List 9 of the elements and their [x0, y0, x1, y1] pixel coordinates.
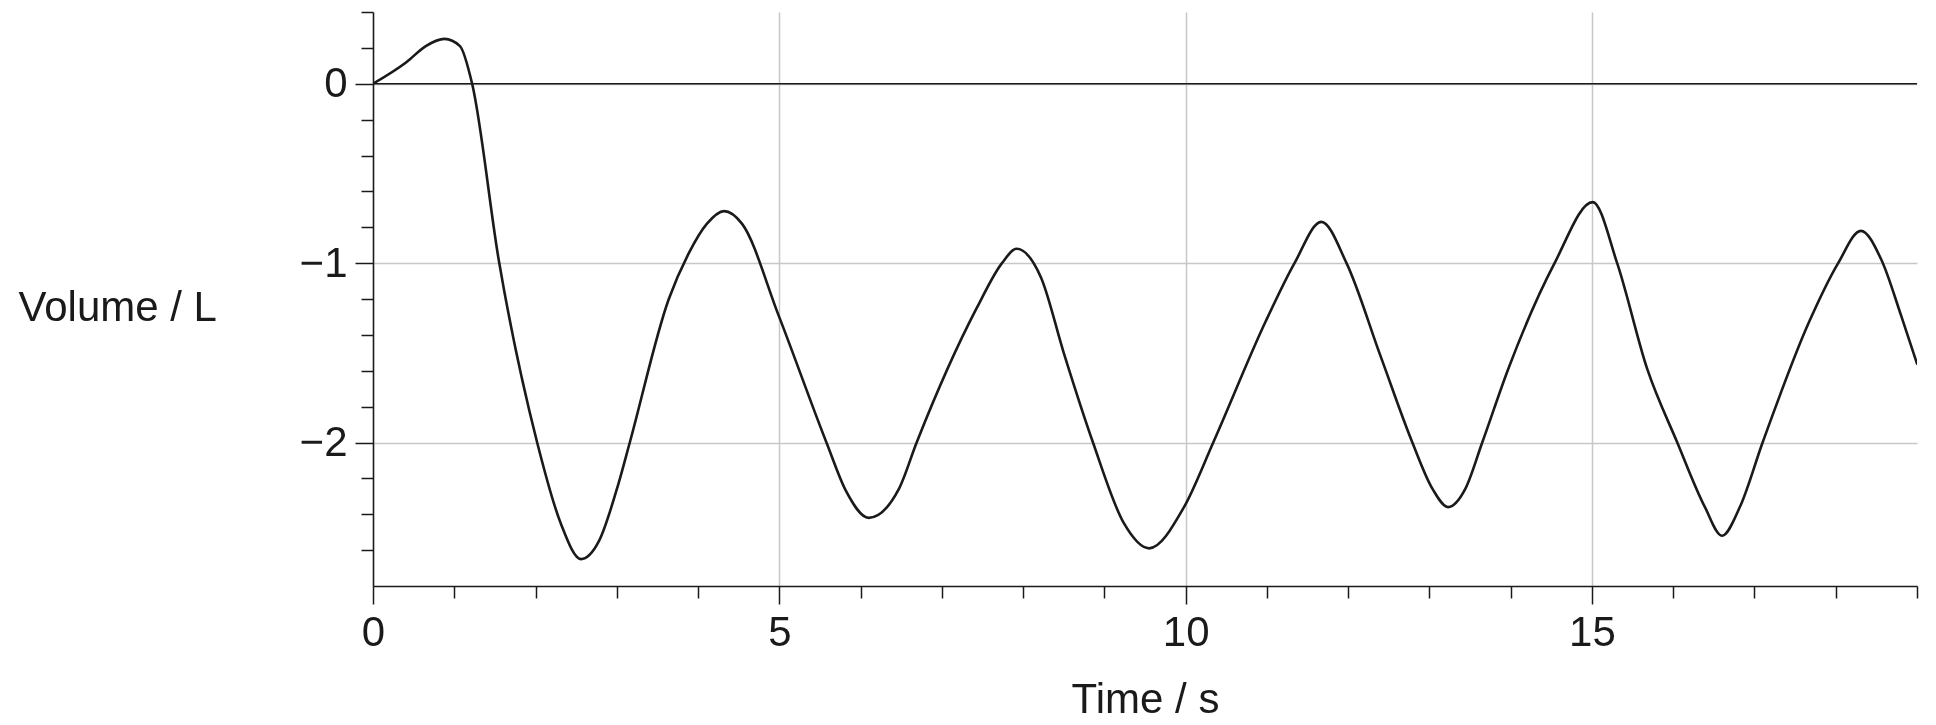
x-tick-label: 15: [1569, 607, 1616, 655]
y-tick-label: 0: [324, 59, 348, 107]
x-tick-label: 5: [768, 607, 792, 655]
x-tick-label: 10: [1162, 607, 1210, 655]
y-tick-label: −2: [299, 418, 348, 465]
y-axis-title: Volume / L: [18, 282, 217, 330]
x-axis-title: Time / s: [1071, 674, 1220, 722]
y-tick-label: −1: [299, 238, 348, 286]
x-tick-label: 0: [361, 607, 386, 655]
